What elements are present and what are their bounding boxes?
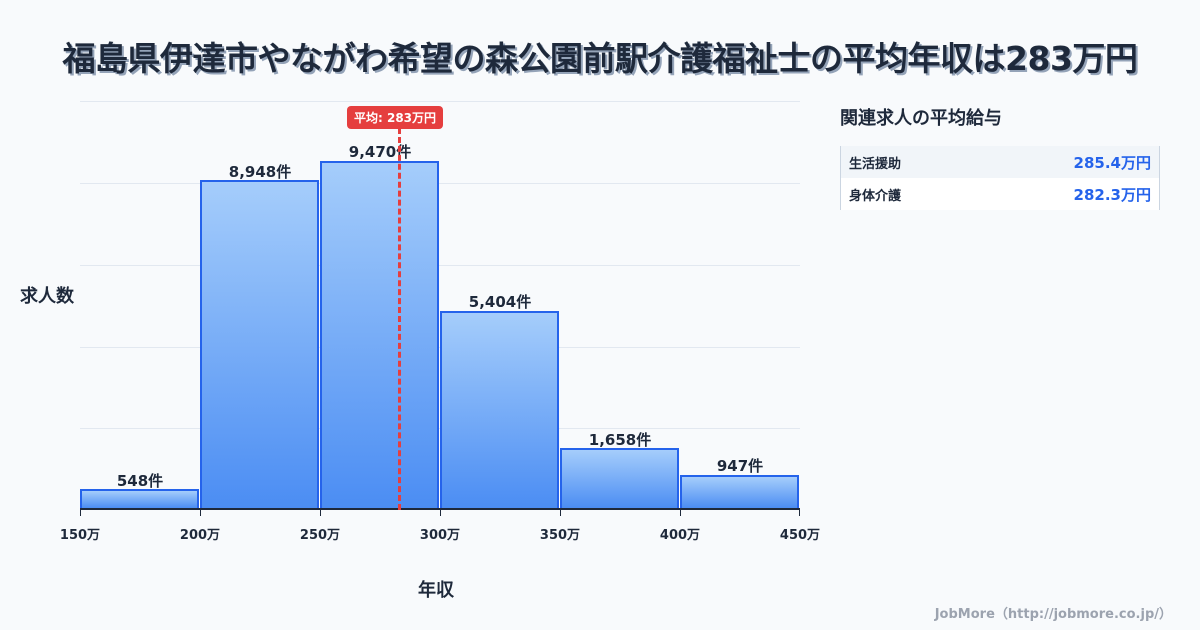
related-salary-row: 身体介護 282.3万円 bbox=[841, 178, 1159, 210]
bar-400-450 bbox=[680, 475, 799, 510]
average-badge: 平均: 283万円 bbox=[347, 106, 444, 129]
bar-300-350 bbox=[440, 311, 559, 510]
bar-value-label: 8,948件 bbox=[228, 163, 292, 181]
bar-150-200 bbox=[80, 489, 199, 510]
y-axis-label: 求人数 bbox=[20, 286, 74, 307]
x-tick bbox=[320, 510, 321, 516]
x-tick bbox=[200, 510, 201, 516]
bar-value-label: 9,470件 bbox=[348, 143, 412, 161]
bar-250-300 bbox=[320, 161, 439, 510]
x-axis-line bbox=[80, 508, 800, 510]
bar-value-label: 1,658件 bbox=[588, 431, 652, 449]
source-credit: JobMore（http://jobmore.co.jp/） bbox=[934, 607, 1172, 622]
bar-200-250 bbox=[200, 180, 319, 510]
x-tick bbox=[80, 510, 81, 516]
x-tick bbox=[680, 510, 681, 516]
x-tick-label: 350万 bbox=[539, 528, 581, 543]
x-tick bbox=[560, 510, 561, 516]
x-tick-label: 450万 bbox=[779, 528, 821, 543]
gridline bbox=[80, 183, 800, 184]
bar-value-label: 947件 bbox=[716, 457, 764, 475]
job-type-name: 身体介護 bbox=[849, 188, 902, 204]
x-tick-label: 250万 bbox=[299, 528, 341, 543]
bar-value-label: 548件 bbox=[116, 472, 164, 490]
job-type-salary: 282.3万円 bbox=[1073, 185, 1151, 204]
job-type-name: 生活援助 bbox=[849, 156, 902, 172]
job-type-salary: 285.4万円 bbox=[1073, 153, 1151, 172]
bar-value-label: 5,404件 bbox=[468, 293, 532, 311]
x-tick bbox=[799, 510, 800, 516]
page-title: 福島県伊達市やながわ希望の森公園前駅介護福祉士の平均年収は283万円 bbox=[62, 39, 1138, 78]
related-salary-table: 生活援助 285.4万円 身体介護 282.3万円 bbox=[840, 146, 1160, 210]
bar-350-400 bbox=[560, 448, 679, 510]
x-tick-label: 400万 bbox=[659, 528, 701, 543]
histogram-plot: 548件 8,948件 9,470件 5,404件 1,658件 947件 bbox=[80, 100, 800, 516]
gridline bbox=[80, 101, 800, 102]
x-tick-label: 200万 bbox=[179, 528, 221, 543]
gridline bbox=[80, 265, 800, 266]
average-line bbox=[398, 128, 401, 510]
x-axis-label: 年収 bbox=[418, 580, 454, 601]
related-salary-row: 生活援助 285.4万円 bbox=[841, 146, 1159, 178]
x-tick bbox=[440, 510, 441, 516]
x-tick-label: 150万 bbox=[59, 528, 101, 543]
related-salary-title: 関連求人の平均給与 bbox=[840, 108, 1002, 129]
x-tick-label: 300万 bbox=[419, 528, 461, 543]
